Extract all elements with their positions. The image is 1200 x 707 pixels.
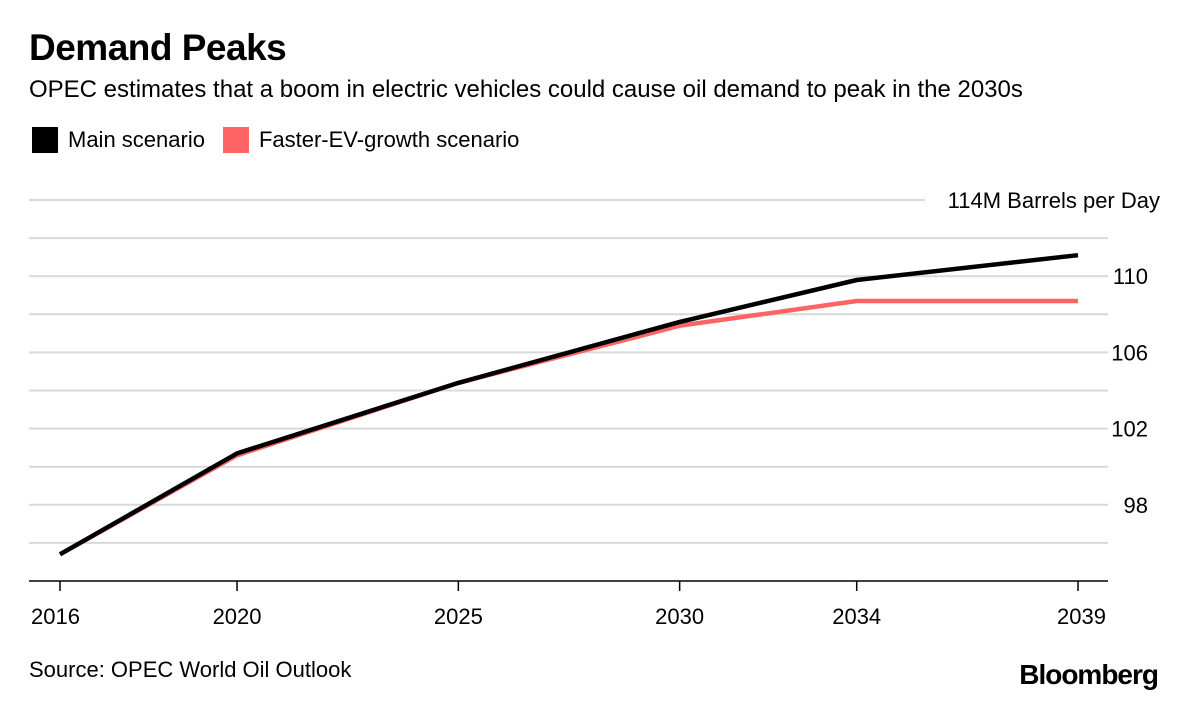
x-tick-label-2016: 2016 xyxy=(31,604,80,629)
source-note: Source: OPEC World Oil Outlook xyxy=(29,657,352,682)
legend-label-faster-ev: Faster-EV-growth scenario xyxy=(258,127,520,152)
y-tick-label-102: 102 xyxy=(1111,417,1148,442)
bloomberg-logo: Bloomberg xyxy=(1019,659,1159,690)
y-tick-label-114: 114M Barrels per Day xyxy=(948,188,1160,213)
legend-swatch-main xyxy=(32,127,58,153)
gridlines xyxy=(29,199,1108,544)
series-line-main-scenario xyxy=(58,252,1079,557)
legend-label-main: Main scenario xyxy=(68,127,205,152)
x-tick-label-2025: 2025 xyxy=(434,604,483,629)
x-axis xyxy=(29,580,1108,591)
legend: Main scenario Faster-EV-growth scenario xyxy=(32,124,537,156)
x-tick-label-2020: 2020 xyxy=(213,604,262,629)
legend-item-faster-ev: Faster-EV-growth scenario xyxy=(222,127,520,153)
series-lines xyxy=(58,252,1079,557)
x-tick-label-2030: 2030 xyxy=(655,604,704,629)
x-tick-label-2039: 2039 xyxy=(1057,604,1106,629)
axis-labels: 114M Barrels per Day 110 106 102 98 2016 2020 2… xyxy=(31,188,1160,629)
y-tick-label-98: 98 xyxy=(1124,493,1148,518)
x-tick-label-2034: 2034 xyxy=(832,604,881,629)
y-tick-label-110: 110 xyxy=(1113,264,1148,289)
chart-subtitle: OPEC estimates that a boom in electric v… xyxy=(29,76,1023,103)
legend-item-main: Main scenario xyxy=(32,127,205,153)
chart-title: Demand Peaks xyxy=(29,27,287,68)
y-tick-label-106: 106 xyxy=(1111,340,1148,365)
legend-swatch-faster-ev xyxy=(222,127,249,153)
